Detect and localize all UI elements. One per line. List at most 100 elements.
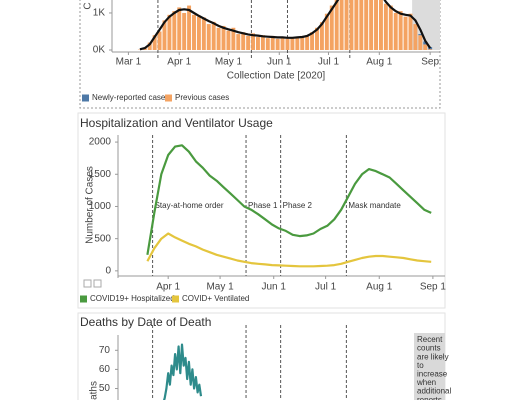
legend-label: COVID+ Ventilated [182, 294, 249, 303]
note-text: Recent [417, 335, 443, 344]
bar [206, 24, 211, 50]
legend-swatch [80, 295, 87, 303]
trend-line [139, 0, 432, 51]
bar [423, 44, 428, 50]
bar [162, 20, 167, 50]
legend-swatch [82, 94, 89, 102]
y-tick-label: 500 [94, 233, 111, 244]
x-tick-label: Mar 1 [116, 57, 142, 68]
bar [305, 35, 310, 50]
bar [211, 21, 216, 50]
event-label: Mask mandate [348, 201, 401, 210]
note-text: are likely [417, 352, 449, 361]
bar [167, 14, 172, 50]
zoom-icon[interactable] [83, 279, 92, 288]
bar [172, 11, 177, 50]
x-tick-label: Jul 1 [315, 282, 337, 293]
bar [339, 0, 344, 50]
event-label: Phase 2 [283, 201, 313, 210]
bar [251, 33, 256, 50]
bar [295, 38, 300, 50]
note-text: to [417, 361, 424, 370]
zoom-icon[interactable] [93, 279, 102, 288]
bar [423, 41, 428, 45]
note-text: reports [417, 395, 442, 400]
bar [359, 0, 364, 50]
bar [285, 38, 290, 50]
bar [319, 22, 324, 50]
bar [192, 14, 196, 50]
bar [147, 42, 152, 50]
bar [364, 0, 369, 50]
y-tick-label: 1K [93, 8, 106, 19]
bar [216, 27, 221, 50]
bar [354, 0, 359, 50]
y-axis-label: Number of Cases [85, 166, 96, 244]
line [162, 343, 203, 400]
bar [428, 47, 433, 50]
x-tick-label: Jul 1 [318, 57, 340, 68]
bar [270, 35, 275, 50]
legend-swatch [165, 94, 172, 102]
bar [221, 25, 226, 50]
bar [349, 0, 354, 50]
x-tick-label: Jun 1 [267, 57, 292, 68]
bar [398, 11, 403, 50]
bar [418, 34, 423, 36]
y-tick-label: 60 [99, 364, 111, 375]
chart-title: Deaths by Date of Death [80, 315, 211, 329]
x-tick-label: Apr 1 [156, 282, 180, 293]
bar [260, 35, 265, 50]
bar [196, 16, 201, 51]
x-tick-label: Sep [421, 57, 439, 68]
bar [310, 32, 315, 50]
bar [418, 35, 423, 50]
bar [408, 13, 413, 50]
bar [246, 35, 251, 50]
bar [393, 12, 398, 50]
y-axis-label: C [83, 2, 94, 9]
bar [315, 27, 319, 50]
line [146, 144, 432, 255]
bar [374, 0, 379, 50]
bar [231, 27, 236, 50]
legend-swatch [172, 295, 179, 303]
x-tick-label: May 1 [206, 282, 234, 293]
bar [226, 30, 231, 50]
bar [152, 35, 157, 50]
y-axis-label: Deaths [89, 381, 100, 400]
x-tick-label: Aug 1 [366, 57, 393, 68]
bar [329, 5, 334, 50]
y-tick-label: 70 [99, 345, 111, 356]
bar [201, 17, 206, 50]
x-tick-label: Apr 1 [167, 57, 191, 68]
chart-title: Hospitalization and Ventilator Usage [80, 116, 273, 130]
bar [324, 13, 329, 50]
x-tick-label: May 1 [215, 57, 243, 68]
bar [413, 24, 418, 50]
bar [334, 0, 339, 50]
bar [187, 5, 192, 50]
note-text: increase [417, 370, 448, 379]
bar [383, 3, 388, 50]
bar [344, 0, 349, 50]
bar [275, 38, 280, 50]
legend-label: COVID19+ Hospitalized [90, 294, 175, 303]
bar [428, 49, 433, 50]
note-box [414, 333, 445, 400]
y-tick-label: 1500 [89, 169, 112, 180]
event-label: Phase 1 [248, 201, 278, 210]
x-axis-label: Collection Date [2020] [227, 71, 326, 82]
y-tick-label: 50 [99, 383, 111, 394]
bar [290, 37, 295, 50]
bar [265, 38, 270, 50]
y-tick-label: 0 [105, 265, 111, 276]
x-tick-label: Sep 1 [420, 282, 447, 293]
bar [300, 35, 305, 50]
event-label: Stay-at-home order [155, 201, 224, 210]
note-text: counts [417, 344, 441, 353]
bar [182, 12, 187, 50]
legend-label: Newly-reported cases [92, 93, 169, 102]
bar [378, 0, 383, 50]
